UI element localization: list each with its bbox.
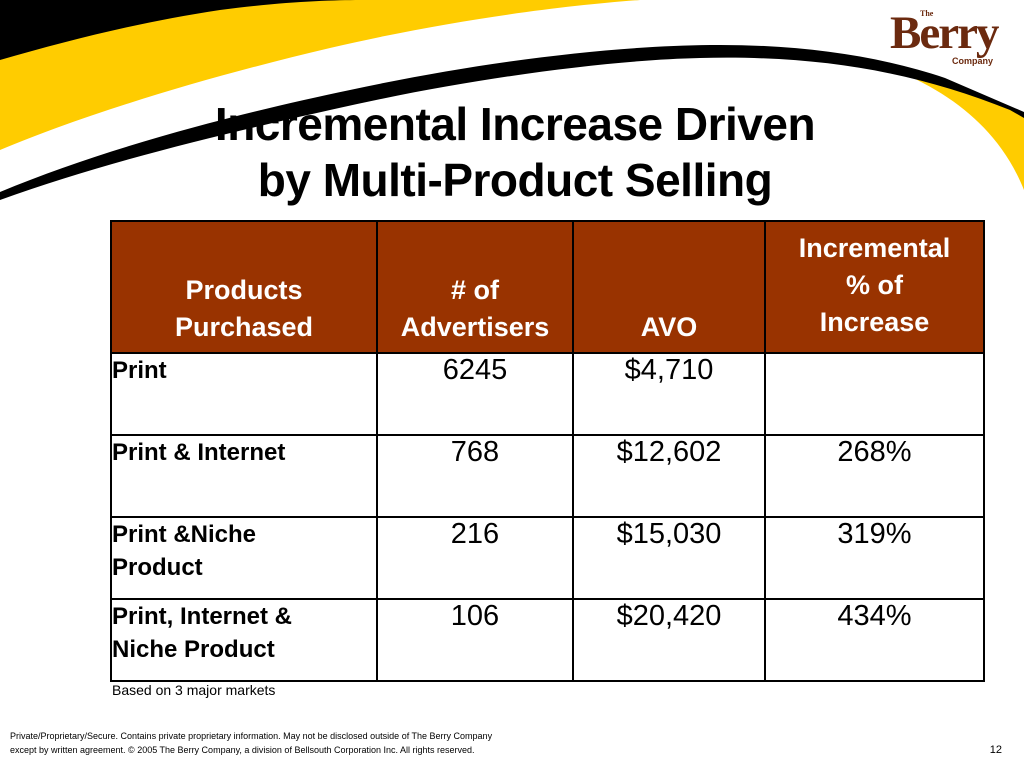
footer-line-1: Private/Proprietary/Secure. Contains pri…: [10, 731, 493, 741]
table-row: Print &Niche Product 216 $15,030 319%: [110, 516, 985, 600]
advertisers-cell: 6245: [376, 352, 574, 436]
header-number-of-advertisers: # of Advertisers: [376, 220, 574, 354]
table-row: Print, Internet & Niche Product 106 $20,…: [110, 598, 985, 682]
product-line: Print & Internet: [112, 439, 286, 466]
yellow-top-fill: [0, 0, 640, 150]
logo-the-text: The: [920, 9, 934, 18]
header-line: AVO: [640, 312, 698, 342]
avo-cell: $20,420: [572, 598, 766, 682]
multi-product-table: Products Purchased # of Advertisers AVO …: [110, 220, 985, 682]
header-line: Increase: [819, 307, 930, 337]
black-top-band: [0, 0, 360, 60]
avo-cell: $4,710: [572, 352, 766, 436]
header-line: # of: [450, 275, 499, 305]
product-line: Print, Internet &: [112, 603, 293, 630]
advertisers-cell: 106: [376, 598, 574, 682]
title-line-2: by Multi-Product Selling: [257, 154, 773, 206]
header-line: Products: [185, 275, 303, 305]
product-cell: Print & Internet: [110, 434, 378, 518]
logo-company-text: Company: [952, 56, 994, 66]
increase-cell: 268%: [764, 434, 985, 518]
avo-cell: $15,030: [572, 516, 766, 600]
markets-note: Based on 3 major markets: [112, 682, 276, 698]
header-line: % of: [846, 270, 903, 300]
header-incremental-increase: Incremental % of Increase: [764, 220, 985, 354]
header-products-purchased: Products Purchased: [110, 220, 378, 354]
table-row: Print 6245 $4,710: [110, 352, 985, 436]
product-line: Product: [112, 554, 203, 581]
table-row: Print & Internet 768 $12,602 268%: [110, 434, 985, 518]
page-number: 12: [989, 744, 1002, 756]
table-header-row: Products Purchased # of Advertisers AVO …: [110, 220, 985, 354]
product-cell: Print: [110, 352, 378, 436]
increase-cell: 319%: [764, 516, 985, 600]
slide-title: Incremental Increase Driven by Multi-Pro…: [130, 96, 900, 208]
logo-berry-text: Berry: [890, 7, 999, 59]
header-line: Purchased: [174, 312, 314, 342]
footer-disclaimer: Private/Proprietary/Secure. Contains pri…: [10, 729, 492, 757]
increase-cell: 434%: [764, 598, 985, 682]
advertisers-cell: 216: [376, 516, 574, 600]
product-cell: Print &Niche Product: [110, 516, 378, 600]
product-line: Niche Product: [112, 636, 275, 663]
product-line: Print &Niche: [112, 521, 257, 548]
advertisers-cell: 768: [376, 434, 574, 518]
product-line: Print: [112, 357, 167, 384]
header-avo: AVO: [572, 220, 766, 354]
product-cell: Print, Internet & Niche Product: [110, 598, 378, 682]
avo-cell: $12,602: [572, 434, 766, 518]
berry-company-logo: The Berry Company: [890, 6, 1020, 68]
increase-cell: [764, 352, 985, 436]
title-line-1: Incremental Increase Driven: [214, 98, 816, 150]
header-line: Incremental: [798, 233, 951, 263]
footer-line-2: except by written agreement. © 2005 The …: [10, 745, 475, 755]
header-line: Advertisers: [400, 312, 550, 342]
